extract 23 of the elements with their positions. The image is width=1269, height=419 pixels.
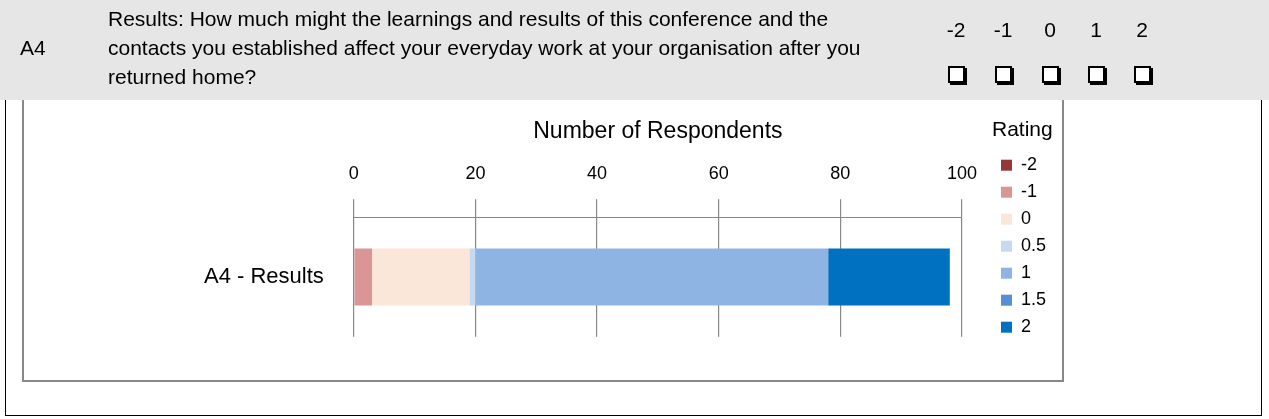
text: 1 bbox=[1089, 18, 1103, 42]
legend-label: 1 bbox=[1020, 262, 1031, 283]
x-axis-title: Number of Respondents bbox=[533, 117, 783, 144]
x-tick-label: 0 bbox=[348, 163, 359, 184]
x-tick-label: 100 bbox=[946, 163, 977, 184]
x-tick-label: 40 bbox=[587, 163, 608, 184]
text: 2 bbox=[1135, 18, 1149, 42]
text: 0 bbox=[1043, 18, 1057, 42]
legend-label: 1.5 bbox=[1020, 289, 1047, 310]
legend-label: -2 bbox=[1020, 154, 1037, 175]
text: -2 bbox=[945, 18, 967, 42]
legend-label: 0.5 bbox=[1020, 235, 1047, 256]
text: A4 bbox=[20, 36, 46, 60]
x-tick-label: 20 bbox=[465, 163, 486, 184]
chart-title: Results: How much might the learnings and results of this conference and the contacts you established affect your everyday work at your organisation after you returned home? bbox=[108, 6, 862, 90]
x-tick-label: 60 bbox=[708, 163, 729, 184]
legend-label: -1 bbox=[1020, 181, 1037, 202]
x-tick-label: 80 bbox=[830, 163, 851, 184]
legend-label: 0 bbox=[1020, 208, 1031, 229]
text: -1 bbox=[992, 18, 1014, 42]
legend-label: 2 bbox=[1020, 316, 1031, 337]
legend-title: Rating bbox=[991, 117, 1053, 141]
y-tick-label: A4 - Results bbox=[203, 263, 324, 289]
